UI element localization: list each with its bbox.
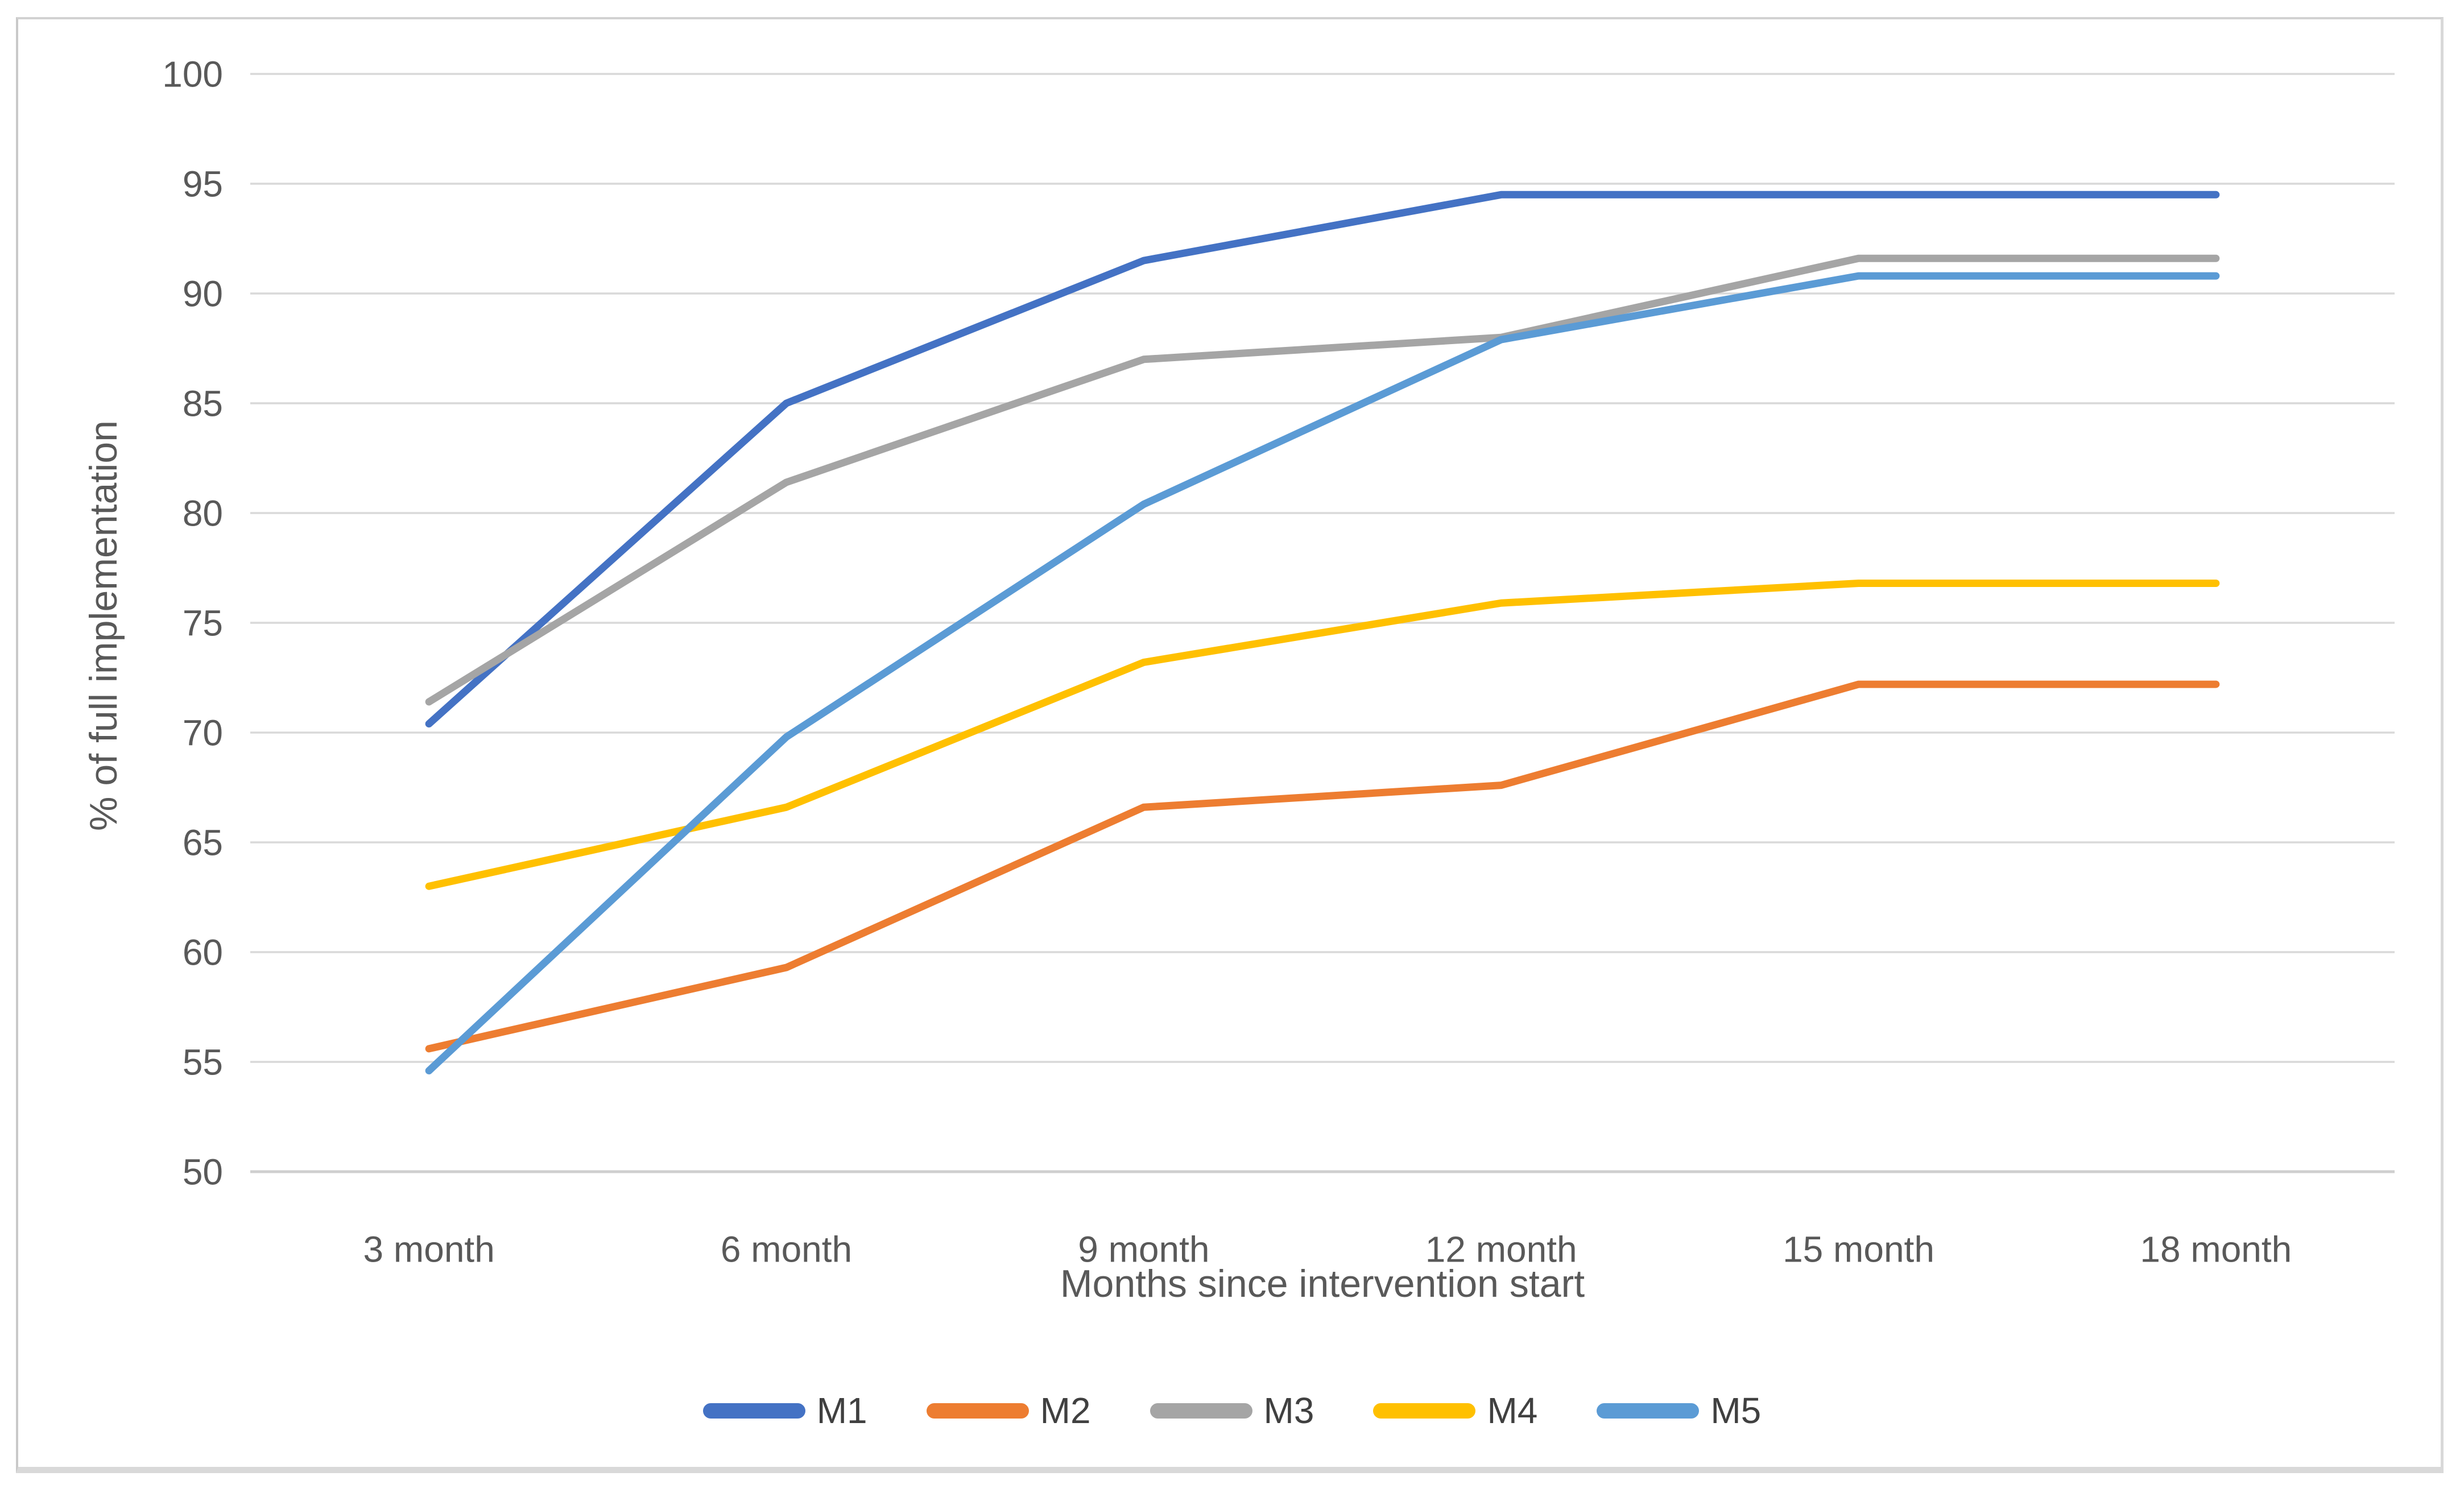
x-tick-label: 3 month xyxy=(363,1229,495,1270)
y-tick-label: 70 xyxy=(183,712,223,753)
y-tick-label: 90 xyxy=(183,273,223,314)
y-tick-label: 75 xyxy=(183,602,223,643)
series-line-m4 xyxy=(425,580,2220,890)
y-tick-label: 85 xyxy=(183,383,223,424)
y-tick-label: 55 xyxy=(183,1041,223,1082)
gridlines xyxy=(250,73,2395,1173)
x-axis-title: Months since intervention start xyxy=(1060,1262,1585,1305)
series-lines xyxy=(425,191,2220,1074)
x-tick-label: 18 month xyxy=(2140,1229,2292,1270)
y-tick-label: 100 xyxy=(162,53,223,94)
x-axis-tick-labels: 3 month 6 month 9 month 12 month 15 month 18 … xyxy=(363,1229,2292,1270)
series-line-m2 xyxy=(425,680,2220,1053)
y-tick-label: 80 xyxy=(183,493,223,534)
y-axis-tick-labels: 50 55 60 65 70 75 80 85 90 95 100 xyxy=(162,53,223,1192)
x-tick-label: 12 month xyxy=(1425,1229,1577,1270)
series-line-m5 xyxy=(425,272,2220,1074)
x-tick-label: 9 month xyxy=(1078,1229,1209,1270)
y-tick-label: 60 xyxy=(183,932,223,973)
y-axis-title: % of full implementation xyxy=(82,420,125,831)
y-tick-label: 65 xyxy=(183,822,223,863)
y-tick-label: 95 xyxy=(183,163,223,204)
x-tick-label: 15 month xyxy=(1783,1229,1934,1270)
y-tick-label: 50 xyxy=(183,1151,223,1192)
x-tick-label: 6 month xyxy=(721,1229,852,1270)
series-line-m3 xyxy=(425,254,2220,706)
series-line-m1 xyxy=(425,191,2220,728)
